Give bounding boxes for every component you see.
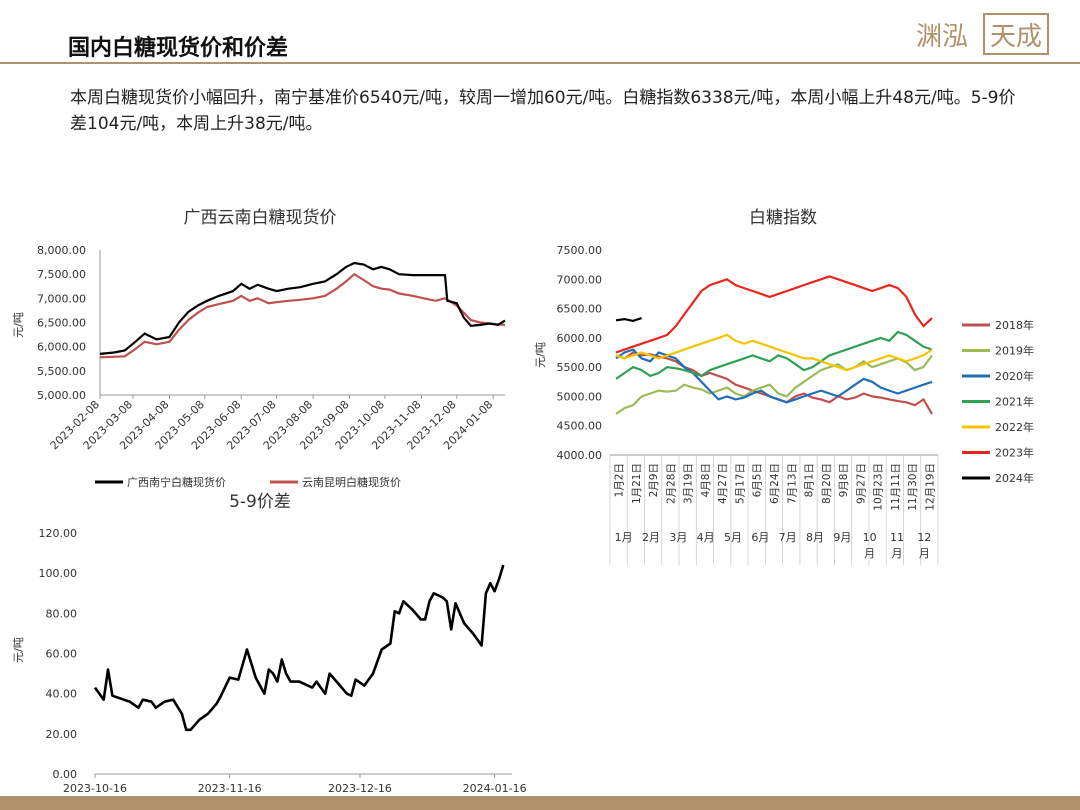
y-tick-label: 7,000.00 bbox=[37, 292, 86, 305]
x-tick-label: 6月24日 bbox=[769, 463, 781, 504]
month-label-tail: 月 bbox=[864, 547, 875, 560]
x-tick-label: 2023-12-16 bbox=[328, 782, 392, 795]
y-tick-label: 6,500.00 bbox=[37, 317, 86, 330]
x-tick-label: 7月13日 bbox=[786, 463, 798, 504]
x-tick-label: 2023-11-16 bbox=[198, 782, 262, 795]
x-tick-label: 11月11日 bbox=[890, 463, 902, 511]
x-tick-label: 1月2日 bbox=[614, 463, 626, 497]
chart-title: 5-9价差 bbox=[229, 492, 291, 512]
x-tick-label: 4月8日 bbox=[700, 463, 712, 497]
x-tick-label: 2月9日 bbox=[648, 463, 660, 497]
series-line bbox=[615, 275, 933, 354]
y-tick-label: 5500.00 bbox=[557, 361, 603, 374]
y-tick-label: 5,000.00 bbox=[37, 389, 86, 402]
x-tick-label: 3月19日 bbox=[683, 463, 695, 504]
x-tick-label: 5月17日 bbox=[734, 463, 746, 504]
legend-label: 2024年 bbox=[995, 471, 1034, 485]
x-tick-label: 2023-10-16 bbox=[63, 782, 127, 795]
series-line bbox=[615, 333, 933, 372]
month-label: 8月 bbox=[806, 531, 824, 544]
brand-logo: 渊泓 天成 bbox=[916, 13, 1049, 55]
month-label: 6月 bbox=[751, 531, 769, 544]
logo-text-right: 天成 bbox=[990, 22, 1042, 52]
y-tick-label: 6,000.00 bbox=[37, 341, 86, 354]
y-tick-label: 6500.00 bbox=[557, 303, 603, 316]
x-tick-label: 1月21日 bbox=[631, 463, 643, 504]
month-label: 3月 bbox=[669, 531, 687, 544]
series-line bbox=[615, 330, 933, 380]
page-title: 国内白糖现货价和价差 bbox=[68, 36, 289, 61]
month-label-tail: 月 bbox=[919, 547, 930, 560]
series-line bbox=[615, 354, 933, 415]
x-tick-label: 12月19日 bbox=[924, 463, 936, 511]
footer-bar bbox=[0, 796, 1080, 810]
month-label-tail: 月 bbox=[892, 547, 903, 560]
legend-label: 2019年 bbox=[995, 344, 1034, 358]
chart-title: 广西云南白糖现货价 bbox=[184, 208, 337, 228]
series-line bbox=[93, 564, 505, 732]
y-tick-label: 120.00 bbox=[39, 527, 78, 540]
month-label: 5月 bbox=[724, 531, 742, 544]
series-line bbox=[615, 317, 642, 323]
y-tick-label: 7500.00 bbox=[557, 244, 603, 257]
y-tick-label: 4500.00 bbox=[557, 420, 603, 433]
summary-text: 本周白糖现货价小幅回升，南宁基准价6540元/吨，较周一增加60元/吨。白糖指数… bbox=[70, 88, 1016, 134]
y-tick-label: 5000.00 bbox=[557, 390, 603, 403]
y-axis-label: 元/吨 bbox=[534, 342, 547, 368]
x-tick-label: 8月1日 bbox=[804, 463, 816, 497]
y-tick-label: 0.00 bbox=[53, 768, 78, 781]
x-tick-label: 2月28日 bbox=[665, 463, 677, 504]
legend-label: 2020年 bbox=[995, 369, 1034, 383]
y-tick-label: 7,500.00 bbox=[37, 268, 86, 281]
y-tick-label: 80.00 bbox=[46, 607, 78, 620]
x-tick-label: 6月5日 bbox=[752, 463, 764, 497]
legend-label: 云南昆明白糖现货价 bbox=[302, 475, 401, 489]
y-tick-label: 60.00 bbox=[46, 648, 78, 661]
y-tick-label: 40.00 bbox=[46, 688, 78, 701]
y-tick-label: 7000.00 bbox=[557, 273, 603, 286]
x-tick-label: 2024-01-16 bbox=[463, 782, 527, 795]
month-label: 7月 bbox=[779, 531, 797, 544]
logo-text-left: 渊泓 bbox=[916, 22, 968, 52]
month-label: 10 bbox=[863, 531, 877, 544]
month-label: 2月 bbox=[642, 531, 660, 544]
chart-title: 白糖指数 bbox=[749, 208, 817, 228]
legend-label: 广西南宁白糖现货价 bbox=[127, 475, 226, 489]
header-divider bbox=[0, 62, 1080, 64]
y-axis-label: 元/吨 bbox=[12, 637, 25, 663]
legend-label: 2018年 bbox=[995, 318, 1034, 332]
y-tick-label: 8,000.00 bbox=[37, 244, 86, 257]
x-tick-label: 10月23日 bbox=[873, 463, 885, 511]
x-tick-label: 8月20日 bbox=[821, 463, 833, 504]
legend-label: 2023年 bbox=[995, 446, 1034, 460]
x-tick-label: 9月8日 bbox=[838, 463, 850, 497]
x-tick-label: 9月27日 bbox=[855, 463, 867, 504]
series-line bbox=[615, 351, 933, 415]
y-axis-label: 元/吨 bbox=[12, 312, 25, 338]
month-label: 11 bbox=[890, 531, 904, 544]
y-tick-label: 5,500.00 bbox=[37, 365, 86, 378]
x-tick-label: 11月30日 bbox=[907, 463, 919, 511]
y-tick-label: 6000.00 bbox=[557, 332, 603, 345]
y-tick-label: 100.00 bbox=[39, 567, 78, 580]
month-label: 9月 bbox=[833, 531, 851, 544]
series-line bbox=[99, 261, 506, 355]
y-tick-label: 20.00 bbox=[46, 728, 78, 741]
legend-label: 2021年 bbox=[995, 395, 1034, 409]
x-tick-label: 4月27日 bbox=[717, 463, 729, 504]
legend-label: 2022年 bbox=[995, 420, 1034, 434]
y-tick-label: 4000.00 bbox=[557, 449, 603, 462]
month-label: 12 bbox=[917, 531, 931, 544]
month-label: 4月 bbox=[697, 531, 715, 544]
month-label: 1月 bbox=[615, 531, 633, 544]
